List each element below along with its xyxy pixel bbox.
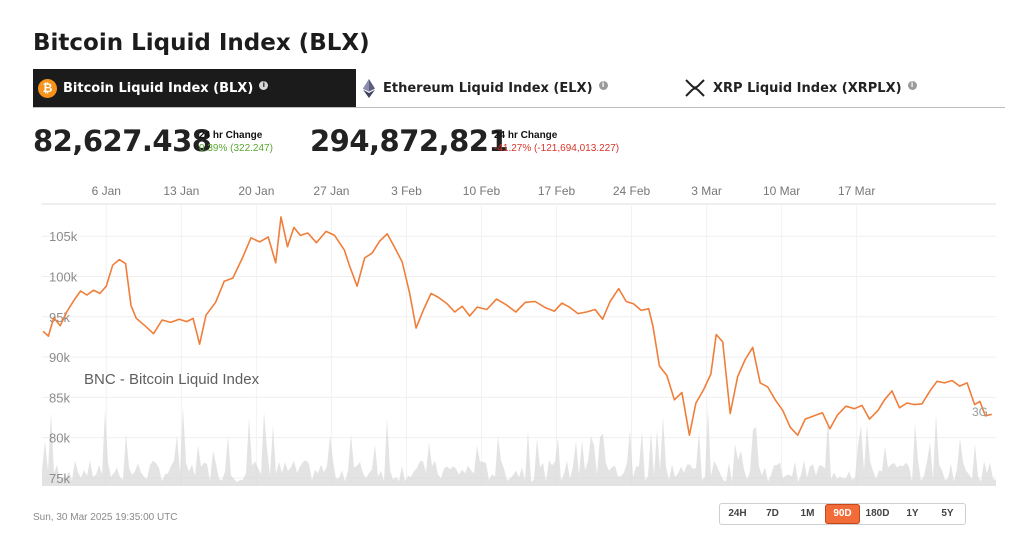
volume-bars [42,407,996,486]
x-tick-label: 13 Jan [163,184,199,198]
tab-xrp[interactable]: XRP Liquid Index (XRPLX) i [685,69,985,107]
chart-grid [42,203,996,486]
x-tick-label: 17 Mar [838,184,875,198]
chart-end-label: 3G [972,405,988,419]
timestamp: Sun, 30 Mar 2025 19:35:00 UTC [33,512,178,523]
tab-bitcoin[interactable]: ₿ Bitcoin Liquid Index (BLX) i [33,69,356,107]
range-button-180d[interactable]: 180D [865,508,890,519]
blx-price: 82,627.438 [33,124,212,158]
y-tick-label: 75k [49,471,70,486]
volume-value: 294,872,821 [310,124,509,158]
ethereum-icon [363,78,375,98]
info-icon[interactable]: i [907,80,917,90]
y-tick-label: 105k [49,229,78,244]
range-button-24h[interactable]: 24H [728,508,747,519]
range-button-7d[interactable]: 7D [766,508,779,519]
info-icon[interactable]: i [598,80,608,90]
change-title: 24 hr Change [494,130,558,141]
range-button-1m[interactable]: 1M [800,508,815,519]
x-tick-label: 24 Feb [613,184,651,198]
blx-change: 24 hr Change 0.39% (322.247) [199,130,273,154]
info-icon[interactable]: i [259,80,269,90]
price-line [42,216,992,436]
x-axis: 6 Jan 13 Jan 20 Jan 27 Jan 3 Feb 10 Feb 17 Feb… [92,184,876,198]
y-tick-label: 100k [49,270,78,285]
change-value: 0.39% (322.247) [199,143,273,154]
x-tick-label: 3 Feb [391,184,422,198]
tab-bitcoin-label: Bitcoin Liquid Index (BLX) [63,80,254,96]
range-selector: 24H 7D 1M 90D 180D 1Y 5Y [719,503,966,525]
tab-ethereum[interactable]: Ethereum Liquid Index (ELX) i [363,69,663,107]
tab-xrp-label: XRP Liquid Index (XRPLX) [713,80,902,96]
range-button-5y[interactable]: 5Y [941,508,954,519]
x-tick-label: 17 Feb [538,184,576,198]
page-title: Bitcoin Liquid Index (BLX) [33,30,370,56]
tab-ethereum-label: Ethereum Liquid Index (ELX) [383,80,593,96]
x-tick-label: 27 Jan [313,184,349,198]
xrp-icon [685,79,705,97]
change-value: -41.27% (-121,694,013.227) [494,143,620,154]
bitcoin-icon: ₿ [38,78,57,98]
index-tabs: ₿ Bitcoin Liquid Index (BLX) i Ethereum … [33,69,1005,108]
volume-area [42,407,996,486]
change-title: 24 hr Change [199,130,263,141]
range-button-1y[interactable]: 1Y [906,508,919,519]
range-button-90d[interactable]: 90D [825,504,860,524]
volume-change: 24 hr Change -41.27% (-121,694,013.227) [494,130,619,154]
y-tick-label: 80k [49,431,70,446]
chart-watermark: BNC - Bitcoin Liquid Index [84,371,260,388]
x-tick-label: 3 Mar [691,184,722,198]
y-tick-label: 90k [49,350,70,365]
x-tick-label: 10 Mar [763,184,800,198]
y-tick-label: 85k [49,390,70,405]
x-tick-label: 20 Jan [238,184,274,198]
x-tick-label: 10 Feb [463,184,501,198]
x-tick-label: 6 Jan [92,184,121,198]
